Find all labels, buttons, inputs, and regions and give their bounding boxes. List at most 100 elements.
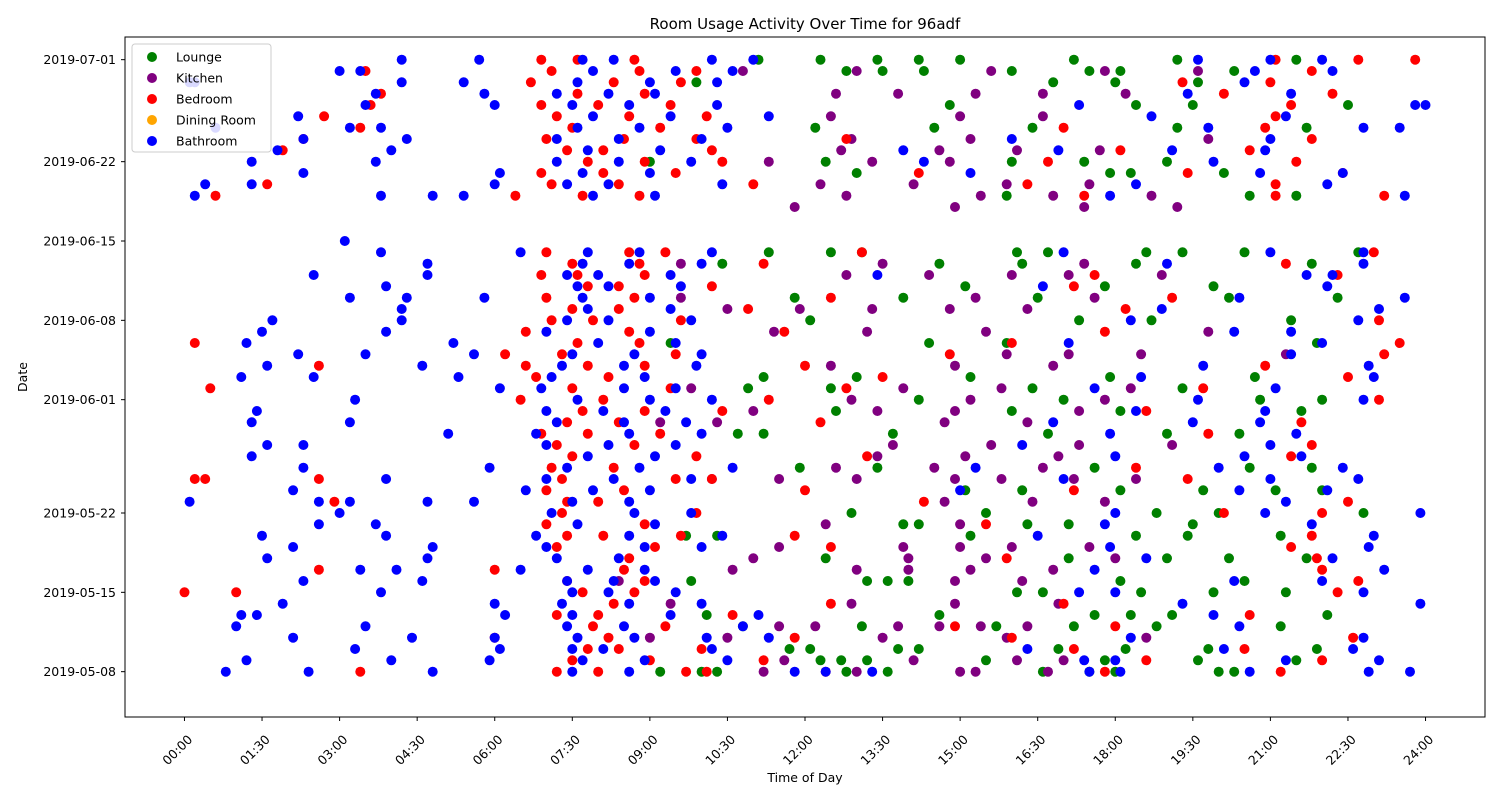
data-point	[701, 610, 712, 620]
data-point	[603, 440, 614, 450]
data-point	[877, 632, 888, 643]
data-point	[681, 417, 692, 428]
data-point	[748, 406, 759, 416]
data-point	[691, 77, 702, 88]
data-point	[598, 406, 609, 416]
data-point	[567, 349, 578, 360]
data-point	[1244, 462, 1255, 473]
data-points	[179, 54, 1431, 677]
data-point	[944, 156, 955, 167]
data-point	[918, 156, 929, 167]
data-point	[427, 190, 438, 201]
data-point	[1218, 508, 1229, 518]
data-point	[1286, 315, 1297, 326]
data-point	[588, 315, 598, 326]
data-point	[603, 281, 614, 292]
data-point	[825, 247, 836, 258]
data-point	[1141, 632, 1152, 643]
data-point	[856, 621, 867, 632]
data-point	[231, 587, 242, 598]
data-point	[975, 190, 986, 201]
data-point	[774, 474, 785, 484]
data-point	[1110, 655, 1121, 666]
data-point	[763, 156, 774, 167]
data-point	[531, 428, 542, 439]
data-point	[965, 134, 976, 144]
data-point	[1099, 655, 1110, 666]
data-point	[1255, 394, 1266, 405]
data-point	[562, 179, 573, 190]
data-point	[1203, 122, 1214, 133]
data-point	[908, 655, 919, 666]
plot-frame	[124, 36, 1486, 718]
data-point	[567, 258, 578, 269]
data-point	[825, 360, 836, 371]
data-point	[355, 66, 366, 76]
data-point	[458, 190, 469, 201]
data-point	[1265, 247, 1276, 258]
data-point	[1063, 349, 1074, 360]
data-point	[1358, 587, 1369, 598]
data-point	[551, 610, 562, 620]
data-point	[1079, 190, 1090, 201]
data-point	[288, 485, 299, 496]
data-point	[706, 394, 717, 405]
data-point	[1399, 292, 1410, 303]
data-point	[1068, 281, 1079, 292]
data-point	[655, 666, 666, 677]
data-point	[598, 530, 609, 541]
data-point	[789, 632, 800, 643]
data-point	[1068, 621, 1079, 632]
data-point	[613, 304, 624, 314]
data-point	[1053, 644, 1064, 654]
data-point	[1131, 474, 1141, 484]
data-point	[1182, 530, 1193, 541]
data-point	[551, 134, 562, 144]
data-point	[1037, 88, 1048, 99]
data-point	[536, 168, 547, 178]
data-point	[686, 156, 697, 167]
x-tick-label: 21:00	[1245, 732, 1281, 768]
data-point	[1146, 111, 1157, 122]
data-point	[763, 111, 774, 122]
data-point	[1043, 247, 1053, 258]
data-point	[546, 66, 557, 76]
data-point	[1265, 77, 1276, 88]
data-point	[1089, 383, 1100, 394]
data-point	[1337, 462, 1348, 473]
data-point	[608, 474, 619, 484]
data-point	[448, 338, 459, 348]
data-point	[515, 394, 526, 405]
data-point	[1405, 666, 1415, 677]
data-point	[1120, 644, 1131, 654]
data-point	[624, 258, 635, 269]
data-point	[1182, 88, 1193, 99]
data-point	[644, 632, 655, 643]
data-point	[934, 258, 945, 269]
data-point	[1141, 655, 1152, 666]
data-point	[1131, 179, 1141, 190]
data-point	[748, 54, 759, 65]
data-point	[588, 621, 598, 632]
data-point	[520, 360, 531, 371]
data-point	[267, 315, 278, 326]
data-point	[1001, 553, 1012, 564]
data-point	[934, 621, 945, 632]
data-point	[1193, 54, 1203, 65]
data-point	[825, 111, 836, 122]
data-point	[737, 621, 748, 632]
data-point	[908, 179, 919, 190]
data-point	[841, 190, 852, 201]
data-point	[1110, 77, 1121, 88]
data-point	[1291, 655, 1302, 666]
data-point	[624, 598, 635, 609]
data-point	[546, 179, 557, 190]
data-point	[1167, 292, 1178, 303]
data-point	[851, 666, 862, 677]
data-point	[1094, 145, 1105, 156]
data-point	[1286, 542, 1297, 552]
data-point	[1270, 485, 1281, 496]
data-point	[572, 88, 583, 99]
data-point	[541, 247, 552, 258]
data-point	[1353, 315, 1364, 326]
